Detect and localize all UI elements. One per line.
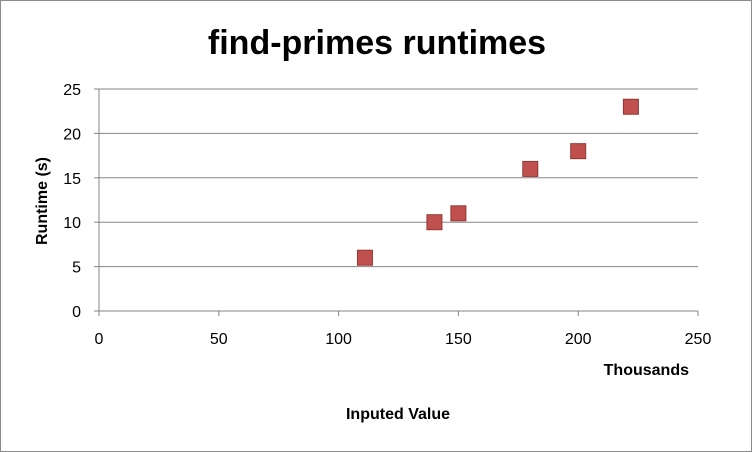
y-tick-labels: 0 5 10 15 20 25 [63, 82, 81, 321]
x-axis-label: Inputed Value [346, 406, 450, 423]
x-tick-label: 150 [445, 331, 472, 348]
y-tick-label: 0 [72, 304, 81, 321]
axes [94, 88, 699, 316]
y-axis-label: Runtime (s) [34, 157, 51, 245]
y-tick-label: 10 [63, 215, 81, 232]
x-tick-label: 100 [325, 331, 352, 348]
data-point [450, 205, 467, 222]
data-points [356, 98, 639, 266]
x-tick-labels: 0 50 100 150 200 250 [95, 331, 712, 348]
data-point [522, 160, 539, 177]
chart-title: find-primes runtimes [208, 24, 546, 62]
data-point [570, 143, 587, 160]
y-tick-label: 25 [63, 82, 81, 99]
x-units-label: Thousands [604, 362, 689, 379]
y-tick-label: 20 [63, 126, 81, 143]
x-tick-label: 200 [565, 331, 592, 348]
y-tick-label: 15 [63, 171, 81, 188]
y-tick-label: 5 [72, 260, 81, 277]
data-point [356, 249, 373, 266]
x-tick-label: 250 [685, 331, 712, 348]
gridlines [99, 88, 698, 268]
data-point [622, 98, 639, 115]
data-point [426, 214, 443, 231]
x-tick-label: 0 [95, 331, 104, 348]
x-tick-label: 50 [210, 331, 228, 348]
